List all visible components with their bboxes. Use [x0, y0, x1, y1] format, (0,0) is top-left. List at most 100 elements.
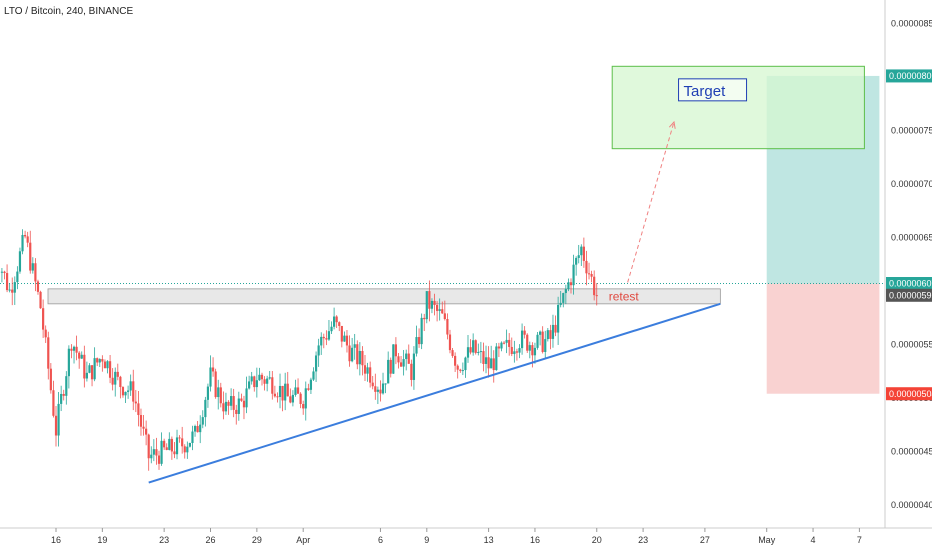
candle — [93, 358, 96, 380]
candle — [106, 361, 109, 369]
candle — [132, 381, 135, 402]
candle — [168, 438, 171, 450]
target-price-tag-bg — [886, 69, 932, 83]
candle — [353, 344, 356, 348]
candle — [351, 347, 354, 362]
candle — [484, 357, 488, 364]
candle — [186, 446, 189, 453]
candle — [407, 353, 410, 364]
candle — [175, 437, 179, 455]
candle — [80, 354, 83, 359]
candle — [291, 394, 294, 403]
candle — [508, 339, 511, 347]
candle — [461, 370, 464, 372]
candle — [389, 359, 392, 374]
candle — [361, 350, 364, 366]
candle — [379, 389, 382, 394]
candle — [417, 337, 421, 345]
candle — [227, 401, 230, 406]
candle — [479, 351, 482, 353]
candle — [196, 426, 199, 433]
candle — [209, 367, 212, 387]
candle — [108, 361, 112, 378]
x-tick-label: 4 — [811, 535, 816, 545]
candle — [137, 403, 140, 416]
candle — [348, 345, 351, 362]
candle — [338, 322, 341, 326]
support-zone — [47, 288, 721, 305]
candle — [224, 401, 228, 412]
candle — [116, 371, 119, 377]
stop-price-tag-bg — [886, 387, 932, 401]
x-tick-label: 13 — [484, 535, 494, 545]
candle — [155, 449, 158, 456]
candle — [387, 359, 390, 384]
candle — [230, 396, 233, 406]
candle — [219, 387, 222, 404]
candle — [320, 336, 323, 346]
candle — [193, 426, 197, 432]
candle — [111, 377, 114, 385]
candle — [397, 356, 400, 363]
candle — [266, 378, 269, 384]
candle — [443, 313, 446, 320]
candle — [531, 345, 534, 356]
candle — [42, 308, 45, 330]
candle — [593, 276, 596, 296]
candle — [430, 300, 434, 309]
candle — [18, 251, 22, 272]
candle — [502, 342, 506, 344]
candle — [36, 281, 40, 292]
target-price-tag: 0.00000801 — [889, 71, 932, 81]
candle — [173, 451, 176, 455]
candle — [423, 317, 426, 320]
candle — [518, 348, 521, 353]
candle — [268, 377, 271, 379]
candle — [585, 260, 588, 274]
x-tick-label: 9 — [424, 535, 429, 545]
x-tick-label: 16 — [530, 535, 540, 545]
candle — [454, 355, 457, 366]
candle — [587, 273, 591, 275]
candle — [590, 274, 593, 277]
candle — [139, 415, 143, 427]
candle — [281, 385, 284, 401]
loss-zone — [766, 283, 880, 394]
candle — [160, 440, 163, 464]
x-tick-label: 26 — [205, 535, 215, 545]
candle — [564, 289, 567, 294]
candle — [510, 346, 513, 355]
candle — [78, 352, 81, 359]
candle — [13, 282, 16, 293]
candle — [539, 331, 542, 335]
candle — [70, 348, 73, 351]
arrow-head — [668, 120, 676, 129]
candle — [245, 388, 248, 408]
candle — [451, 350, 454, 356]
candle — [183, 446, 186, 453]
candle — [206, 386, 210, 400]
candle — [466, 347, 470, 358]
candle — [54, 415, 58, 436]
candle — [150, 454, 153, 459]
candle — [500, 342, 503, 349]
candle — [119, 376, 122, 388]
candle — [90, 365, 94, 380]
candle — [65, 376, 68, 396]
candle — [260, 374, 264, 380]
candle — [255, 380, 258, 388]
candle — [544, 339, 547, 352]
candle — [29, 242, 32, 271]
candle — [57, 403, 60, 436]
candle — [562, 293, 565, 303]
candle — [546, 330, 549, 340]
candle — [34, 263, 37, 282]
candle — [237, 398, 240, 414]
candle — [83, 354, 86, 379]
candle — [294, 387, 297, 395]
candle — [582, 246, 585, 261]
